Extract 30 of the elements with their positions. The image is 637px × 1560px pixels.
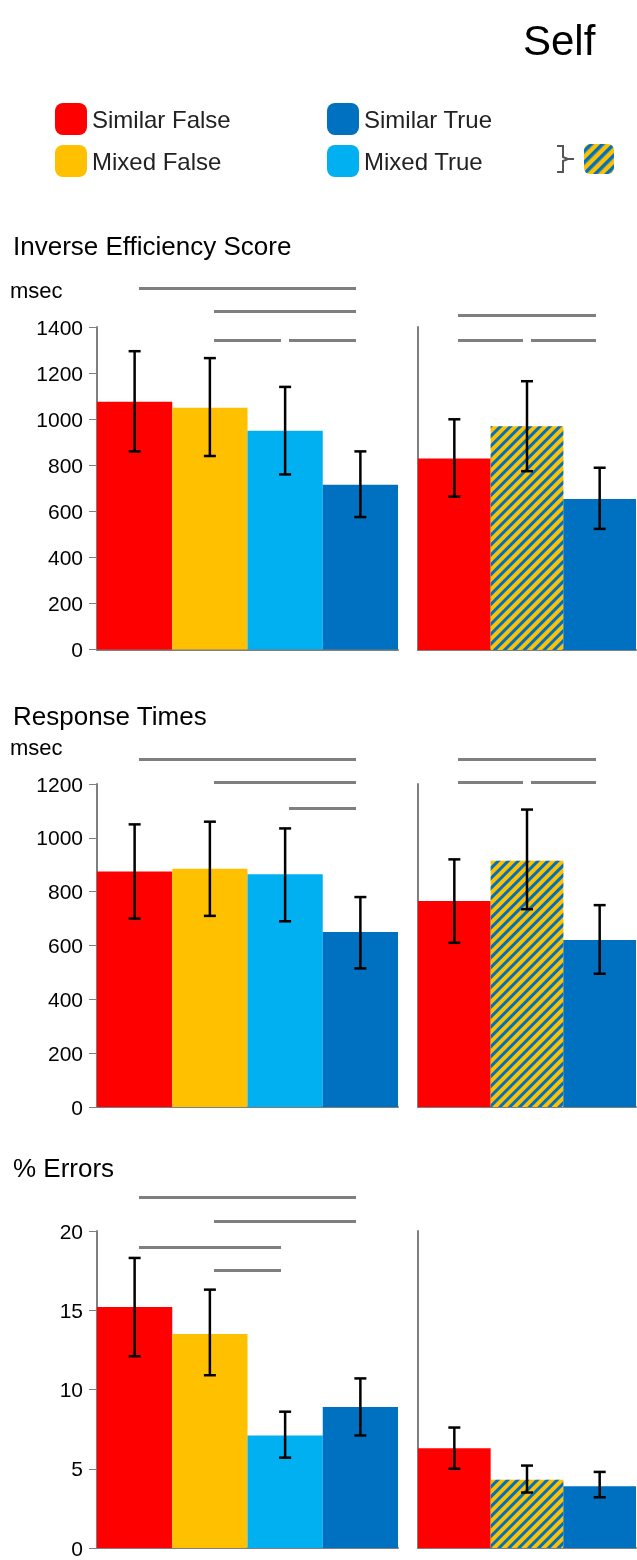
- y-tick-label: 1400: [36, 315, 83, 339]
- y-tick-label: 20: [59, 1219, 83, 1243]
- y-axis-title: msec: [10, 277, 63, 303]
- y-axis-title: msec: [10, 734, 63, 760]
- legend-label: Similar False: [92, 105, 231, 133]
- y-tick-label: 200: [47, 591, 83, 615]
- y-tick-label: 1200: [36, 361, 83, 385]
- y-tick-label: 800: [47, 453, 83, 477]
- y-tick-label: 200: [47, 1041, 83, 1065]
- legend-label: Similar True: [364, 105, 493, 133]
- y-tick-label: 15: [59, 1298, 83, 1322]
- y-tick-label: 1200: [36, 772, 83, 796]
- y-tick-label: 10: [59, 1378, 83, 1401]
- y-tick-label: 800: [47, 880, 83, 904]
- y-tick-label: 5: [71, 1457, 83, 1481]
- chart-title: Self: [523, 16, 596, 64]
- chart-title: Inverse Efficiency Score: [13, 231, 292, 261]
- y-tick-label: 0: [71, 1095, 83, 1119]
- y-tick-label: 1000: [36, 407, 83, 431]
- y-tick-label: 400: [47, 987, 83, 1011]
- chart-title: % Errors: [13, 1153, 115, 1183]
- chart-title: Response Times: [13, 701, 207, 731]
- y-tick-label: 0: [71, 1536, 83, 1560]
- y-tick-label: 0: [71, 638, 83, 661]
- legend-label: Mixed True: [364, 147, 483, 175]
- y-tick-label: 600: [47, 934, 83, 957]
- y-tick-label: 400: [47, 545, 83, 569]
- y-tick-label: 1000: [36, 826, 83, 850]
- legend-label: Mixed False: [92, 147, 222, 175]
- y-tick-label: 600: [47, 499, 83, 523]
